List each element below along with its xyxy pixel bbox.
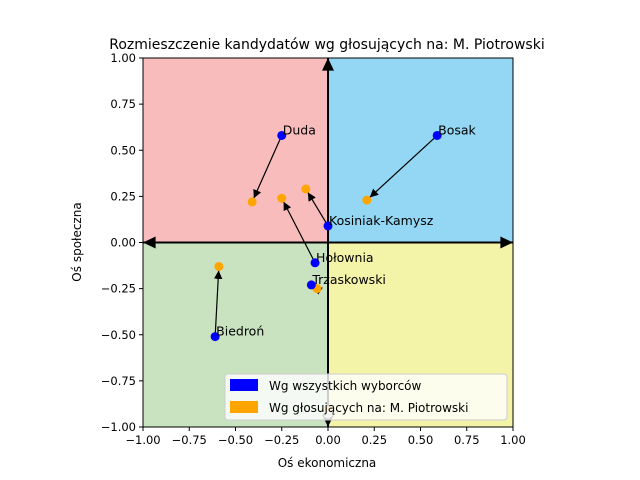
y-axis-ticks: −1.00 −0.75 −0.50 −0.25 0.00 0.25 0.50 0.75 1.00 [101, 51, 143, 434]
all-point-trzaskowski [306, 280, 316, 290]
axis-arrowhead-up [322, 58, 334, 71]
legend-label-all: Wg wszystkich wyborców [269, 379, 422, 393]
shift-arrow-biedroń [214, 270, 223, 333]
x-tick-label: 0.75 [454, 433, 480, 447]
point-label-biedroń: Biedroń [216, 324, 264, 339]
x-tick-label: −0.50 [218, 433, 253, 447]
y-tick-label: −0.25 [101, 282, 136, 296]
x-tick-label: 0.00 [315, 433, 341, 447]
legend-swatch-voters [230, 401, 258, 413]
y-tick-label: −0.50 [101, 328, 136, 342]
y-tick-label: 0.75 [110, 97, 136, 111]
shift-arrow-kosiniak-kamysz [307, 192, 327, 223]
legend-box [224, 373, 508, 421]
point-label-trzaskowski: Trzaskowski [311, 272, 386, 287]
all-point-bosak [432, 130, 442, 140]
x-tick-label: 1.00 [500, 433, 526, 447]
x-tick-label: −0.75 [172, 433, 207, 447]
x-axis-label: Oś ekonomiczna [278, 456, 377, 470]
point-label-bosak: Bosak [438, 122, 476, 137]
voters-point-biedroń [214, 261, 224, 271]
y-tick-label: 0.00 [110, 236, 136, 250]
voters-point-duda [247, 197, 257, 207]
point-label-duda: Duda [283, 122, 316, 137]
x-tick-label: 0.25 [361, 433, 387, 447]
legend-label-voters: Wg głosujących na: M. Piotrowski [269, 401, 468, 415]
shift-arrow-duda [253, 138, 281, 199]
all-point-kosiniak-kamysz [323, 221, 333, 231]
point-labels: Duda Bosak Kosiniak-Kamysz Hołownia Trzaskow… [216, 122, 476, 338]
y-tick-label: 0.50 [110, 143, 136, 157]
quadrant-top-left [143, 58, 328, 243]
all-point-hołownia [310, 258, 320, 268]
voters-point-hołownia [277, 193, 287, 203]
all-point-biedroń [210, 332, 220, 342]
center-axes [143, 58, 513, 427]
chart-title: Rozmieszczenie kandydatów wg głosujących… [109, 37, 544, 53]
point-label-kosiniak-kamysz: Kosiniak-Kamysz [329, 213, 434, 228]
legend-swatch-all [230, 379, 258, 391]
x-axis-ticks: −1.00 −0.75 −0.50 −0.25 0.00 0.25 0.50 0.75 1.00 [125, 427, 526, 447]
y-tick-label: −1.00 [101, 420, 136, 434]
y-tick-label: 0.25 [110, 189, 136, 203]
shift-arrow-bosak [369, 137, 435, 198]
shift-arrow-hołownia [283, 201, 314, 260]
legend: Wg wszystkich wyborców Wg głosujących na… [224, 373, 508, 421]
y-tick-label: 1.00 [110, 51, 136, 65]
x-tick-label: −1.00 [125, 433, 160, 447]
voters-point-kosiniak-kamysz [301, 184, 311, 194]
axis-arrowhead-left [143, 236, 156, 249]
voters-point-bosak [362, 195, 372, 205]
y-tick-label: −0.75 [101, 374, 136, 388]
x-tick-label: 0.50 [408, 433, 434, 447]
point-label-hołownia: Hołownia [316, 250, 374, 265]
axis-arrowhead-right [500, 236, 513, 249]
y-axis-label: Oś społeczna [70, 202, 84, 281]
x-tick-label: −0.25 [264, 433, 299, 447]
all-point-duda [277, 130, 287, 140]
